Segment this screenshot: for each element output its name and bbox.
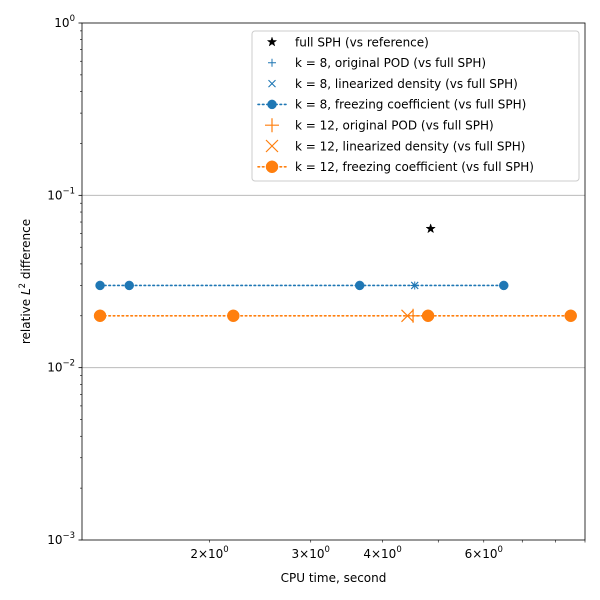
plot-area-frame bbox=[81, 22, 586, 541]
legend: full SPH (vs reference) k = 8, original P… bbox=[251, 30, 580, 182]
y-axis-label: relative L2 difference bbox=[18, 219, 33, 344]
legend-entry: k = 8, freezing coefficient (vs full SPH… bbox=[257, 98, 526, 112]
y-axis-label-superscript: 2 bbox=[18, 283, 28, 288]
y-tick-label: 10−3 bbox=[47, 531, 75, 547]
y-tick-label: 100 bbox=[54, 14, 75, 30]
x-tick-label: 3×100 bbox=[292, 545, 330, 561]
data-layer bbox=[93, 223, 577, 323]
data-point bbox=[95, 280, 105, 291]
x-axis-label: CPU time, second bbox=[281, 571, 387, 585]
y-tick-label: 10−2 bbox=[47, 359, 75, 375]
data-point bbox=[499, 280, 509, 291]
legend-label: full SPH (vs reference) bbox=[295, 35, 429, 49]
series-4 bbox=[95, 280, 509, 291]
data-point bbox=[421, 309, 435, 323]
legend-marker bbox=[268, 58, 276, 67]
legend-box bbox=[251, 30, 580, 182]
legend-items: full SPH (vs reference) k = 8, original P… bbox=[257, 35, 534, 174]
legend-label: k = 8, linearized density (vs full SPH) bbox=[295, 77, 518, 91]
legend-label: k = 12, original POD (vs full SPH) bbox=[295, 119, 494, 133]
legend-entry: k = 8, linearized density (vs full SPH) bbox=[268, 77, 518, 91]
legend-entry: k = 12, freezing coefficient (vs full SP… bbox=[257, 160, 534, 174]
data-point bbox=[564, 309, 577, 323]
y-axis-label-suffix: difference bbox=[19, 219, 33, 283]
legend-label: k = 12, freezing coefficient (vs full SP… bbox=[295, 160, 534, 174]
tick-layer: 100 10−1 10−2 10−3 2×100 3×100 4×100 6×100 bbox=[47, 14, 586, 561]
data-point bbox=[93, 309, 107, 323]
data-point bbox=[227, 309, 240, 323]
grid-layer bbox=[82, 194, 585, 369]
legend-marker bbox=[266, 36, 278, 47]
data-point bbox=[425, 223, 436, 234]
legend-entry: k = 8, original POD (vs full SPH) bbox=[268, 56, 486, 70]
legend-marker bbox=[265, 139, 279, 153]
legend-entry: k = 12, linearized density (vs full SPH) bbox=[265, 139, 525, 153]
x-tick-label: 4×100 bbox=[363, 545, 401, 561]
legend-entry: k = 12, original POD (vs full SPH) bbox=[265, 118, 494, 133]
y-axis-label-prefix: relative bbox=[19, 295, 33, 344]
legend-label: k = 8, freezing coefficient (vs full SPH… bbox=[295, 98, 526, 112]
y-tick-label: 10−1 bbox=[47, 186, 75, 202]
y-axis-label-symbol: L bbox=[19, 288, 33, 295]
legend-marker bbox=[268, 79, 276, 88]
legend-label: k = 12, linearized density (vs full SPH) bbox=[295, 139, 525, 153]
series-7 bbox=[93, 309, 577, 323]
legend-entry: full SPH (vs reference) bbox=[266, 35, 429, 49]
series-1 bbox=[425, 223, 436, 234]
data-point bbox=[354, 280, 365, 291]
legend-label: k = 8, original POD (vs full SPH) bbox=[295, 56, 486, 70]
data-point bbox=[124, 280, 134, 291]
legend-marker bbox=[267, 99, 277, 110]
x-tick-label: 6×100 bbox=[465, 545, 503, 561]
legend-marker bbox=[265, 160, 279, 174]
legend-marker bbox=[265, 118, 279, 133]
x-tick-label: 2×100 bbox=[190, 545, 228, 561]
